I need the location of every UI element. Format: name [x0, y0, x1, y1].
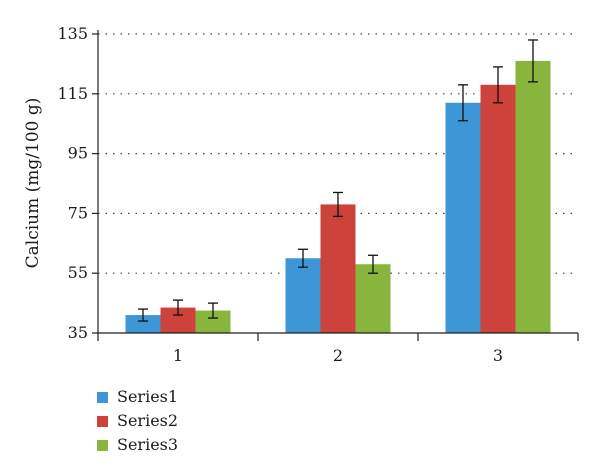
- x-tick-labels: 1 2 3: [173, 346, 503, 365]
- error-bar-series2-cat-1: [173, 299, 183, 316]
- error-bar-series3-cat-1: [208, 302, 218, 319]
- y-tick-label-75: 75: [68, 203, 88, 222]
- y-tick-labels: 35 55 75 95 115 135: [57, 24, 88, 342]
- y-tick-label-35: 35: [68, 323, 88, 342]
- error-bar-series3-cat-3: [528, 39, 538, 83]
- y-tick-label-135: 135: [57, 24, 88, 43]
- y-tick-label-95: 95: [68, 144, 88, 163]
- bar-series3-cat-2: [355, 264, 391, 333]
- error-bar-series2-cat-2: [333, 191, 343, 218]
- x-tick-label-3: 3: [493, 346, 503, 365]
- error-bars: [138, 39, 538, 322]
- bar-series3-cat-3: [515, 60, 551, 333]
- legend-label-series3: Series3: [117, 435, 178, 454]
- x-tick-label-1: 1: [173, 346, 183, 365]
- error-bar-series1-cat-3: [458, 84, 468, 122]
- legend-label-series1: Series1: [117, 387, 178, 406]
- error-bar-series1-cat-2: [298, 248, 308, 268]
- legend-label-series2: Series2: [117, 411, 178, 430]
- bar-series2-cat-2: [320, 204, 356, 333]
- bar-series1-cat-2: [285, 258, 321, 333]
- error-bar-series3-cat-2: [368, 254, 378, 274]
- y-axis-title: Calcium (mg/100 g): [23, 98, 43, 269]
- bars: [125, 60, 551, 334]
- y-tick-label-115: 115: [57, 84, 88, 103]
- bar-series2-cat-3: [480, 84, 516, 333]
- legend: Series1 Series2 Series3: [97, 387, 178, 454]
- y-tick-label-55: 55: [68, 263, 88, 282]
- legend-item-series2: Series2: [97, 411, 178, 430]
- legend-swatch-series2: [97, 416, 108, 427]
- legend-swatch-series1: [97, 392, 108, 403]
- error-bar-series1-cat-1: [138, 308, 148, 322]
- legend-item-series3: Series3: [97, 435, 178, 454]
- bar-series1-cat-1: [125, 315, 161, 333]
- x-tick-label-2: 2: [333, 346, 343, 365]
- axes: [92, 30, 579, 341]
- legend-swatch-series3: [97, 440, 108, 451]
- legend-item-series1: Series1: [97, 387, 178, 406]
- error-bar-series2-cat-3: [493, 66, 503, 104]
- bar-series3-cat-1: [195, 310, 231, 333]
- bar-series1-cat-3: [445, 102, 481, 334]
